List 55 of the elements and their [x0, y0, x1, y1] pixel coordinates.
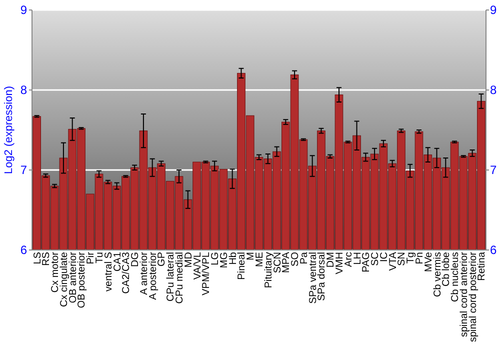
x-tick-label: IC — [378, 252, 390, 262]
x-tick-label: CA2/CA3 — [121, 252, 132, 294]
x-tick-label: Pituitary — [263, 252, 274, 288]
y2-tick-label: 7 — [490, 163, 497, 178]
x-tick-label: DM — [326, 252, 337, 268]
x-tick-label: spinal cord posterior — [468, 251, 479, 342]
x-tick-label: CA1 — [112, 252, 124, 272]
x-tick-label: Pn — [414, 252, 426, 264]
x-tick-label: Tg — [406, 252, 417, 264]
y2-tick-label: 6 — [490, 243, 497, 258]
x-tick-label: RS — [41, 252, 52, 266]
x-tick-label: PAG — [361, 252, 372, 272]
x-tick-label: Arc — [343, 252, 354, 267]
x-tick-label: MD — [183, 252, 194, 268]
x-tick-label: M — [246, 252, 257, 260]
x-tick-label: ME — [254, 252, 266, 267]
x-tick-label: SPa dorsal — [316, 252, 328, 301]
x-tick-label: A anterior — [138, 251, 150, 295]
x-tick-label: spinal cord anterior — [458, 251, 470, 338]
y2-tick-label: 8 — [490, 83, 497, 98]
x-tick-label: Hb — [228, 252, 239, 265]
x-tick-label: Cb lobe — [441, 252, 452, 286]
x-tick-label: SN — [396, 252, 408, 266]
x-tick-label: Pineal — [236, 252, 248, 280]
x-tick-label: Cb nucleus — [450, 252, 462, 302]
x-tick-label: VMH — [334, 252, 346, 274]
x-tick-label: CPu medial — [174, 252, 186, 304]
x-tick-label: Pir — [86, 251, 97, 264]
x-tick-label: Pa — [298, 252, 310, 264]
x-tick-label: SCN — [272, 252, 284, 274]
y-tick-label: 7 — [20, 163, 28, 178]
y2-tick-label: 9 — [490, 3, 497, 18]
x-tick-label: GP — [156, 252, 168, 266]
x-tick-label: LH — [352, 252, 364, 265]
y-tick-label: 6 — [20, 243, 28, 258]
x-tick-label: LG — [210, 252, 222, 266]
x-tick-label: SO — [290, 252, 302, 266]
y-tick-label: 9 — [20, 3, 28, 18]
x-tick-label: VTA — [388, 252, 399, 271]
x-tick-label: DG — [130, 252, 142, 267]
x-tick-label: MPA — [281, 252, 292, 273]
x-tick-label: Cx cingulate — [58, 252, 70, 308]
y-axis-title: Log2 (expression) — [2, 86, 15, 174]
x-tick-label: SC — [370, 252, 382, 266]
x-tick-label: LS — [32, 252, 44, 264]
x-tick-label: MG — [218, 252, 230, 268]
y-tick-label: 8 — [20, 83, 28, 98]
x-tick-label: ventral S — [103, 252, 114, 292]
x-tick-label: VPM/VPL — [201, 252, 212, 296]
x-tick-label: OB posterior — [76, 251, 88, 308]
x-tick-label: Retina — [476, 252, 488, 281]
x-tick-label: A posterior — [148, 251, 159, 300]
x-tick-label: Tu — [94, 252, 106, 264]
x-tick-label: OB anterior — [68, 251, 79, 304]
x-tick-label: MVe — [423, 252, 434, 272]
